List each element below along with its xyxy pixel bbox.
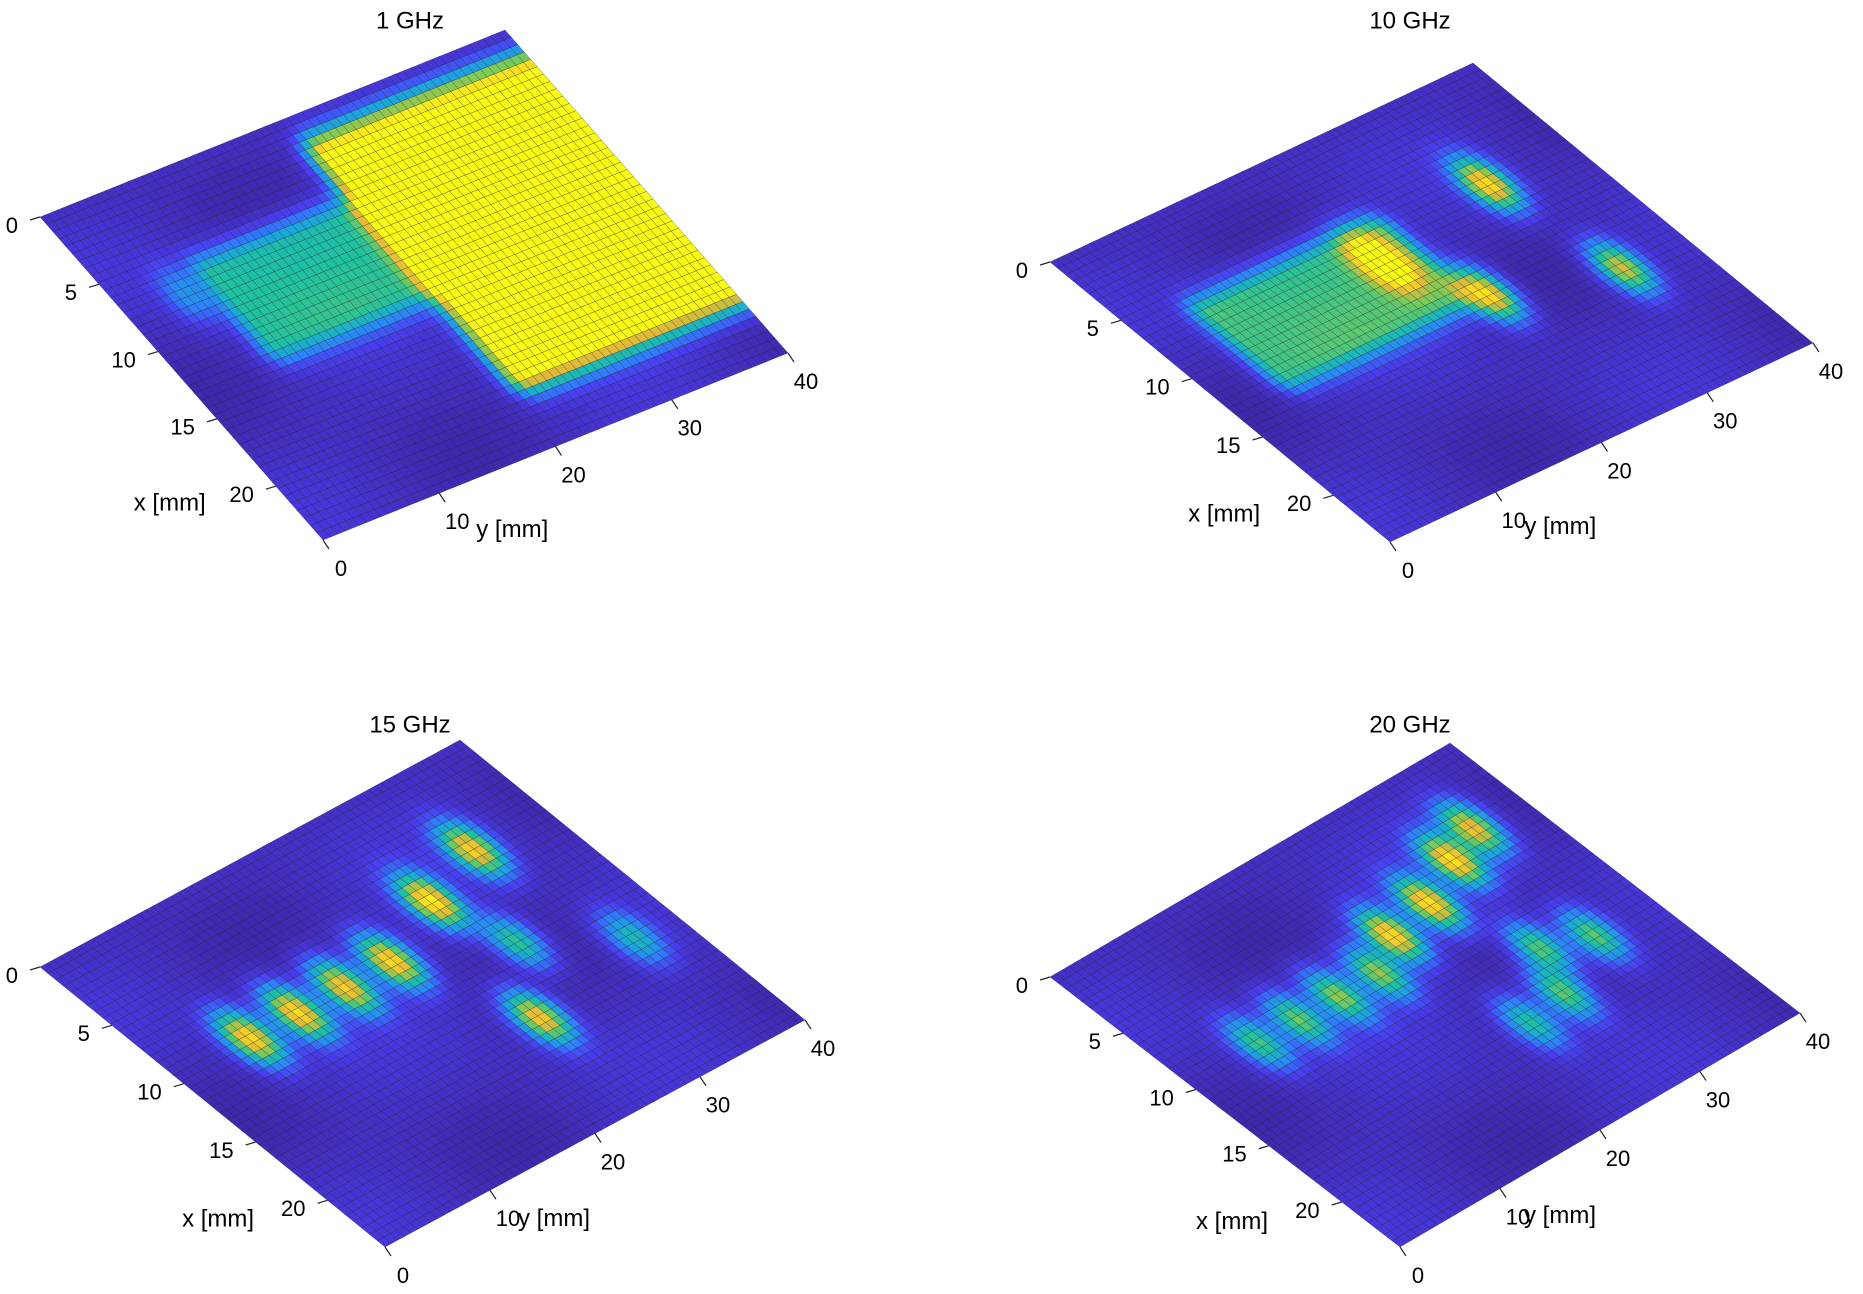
- x-tick: [88, 283, 100, 288]
- x-axis-label: x [mm]: [134, 489, 206, 516]
- y-tick: [671, 399, 679, 410]
- x-tick: [265, 485, 277, 490]
- y-tick: [555, 446, 562, 456]
- y-axis-label: y [mm]: [476, 516, 548, 543]
- y-tick-label: 10: [445, 509, 469, 534]
- x-tick-label: 10: [111, 347, 135, 372]
- y-tick: [438, 492, 446, 503]
- surface-mesh: [1049, 62, 1814, 543]
- y-tick: [787, 352, 795, 363]
- surface-mesh: [39, 29, 789, 541]
- y-tick-label: 20: [561, 462, 585, 487]
- y-tick-label: 40: [794, 369, 818, 394]
- y-tick-label: 30: [678, 416, 702, 441]
- x-tick: [147, 351, 159, 356]
- y-tick-label: 0: [335, 556, 347, 581]
- x-tick-label: 0: [6, 213, 18, 238]
- x-tick-label: 15: [170, 415, 194, 440]
- x-tick-label: 5: [65, 280, 77, 305]
- x-tick-label: 20: [229, 482, 253, 507]
- x-tick: [206, 418, 218, 423]
- surface-panel-1: 1 GHz 0 5 10 15 20 x [mm] 0 10 20 30 40 y [mm]: [6, 7, 818, 580]
- y-tick: [322, 539, 330, 550]
- chart-title: 1 GHz: [376, 7, 444, 34]
- x-tick: [29, 216, 41, 221]
